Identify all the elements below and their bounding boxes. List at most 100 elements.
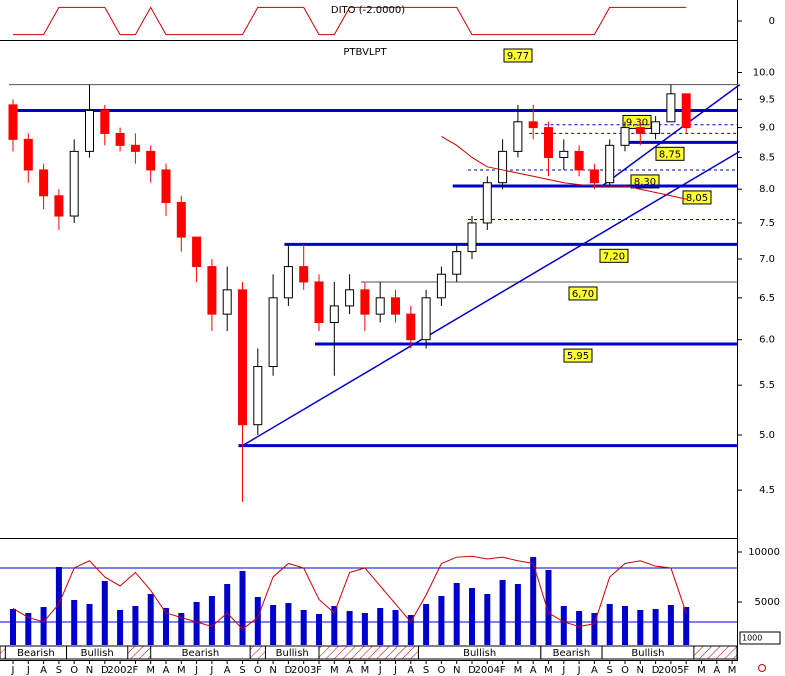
sentiment-label: Bullish bbox=[81, 648, 114, 659]
candle-body bbox=[146, 150, 156, 171]
y-tick-label: 6.0 bbox=[759, 335, 775, 346]
volume-bar bbox=[407, 615, 414, 645]
x-tick-label: M bbox=[544, 665, 553, 676]
x-tick-label: A bbox=[530, 665, 537, 676]
volume-bar bbox=[117, 610, 124, 645]
sentiment-label: Bearish bbox=[553, 648, 591, 659]
x-tick-label: A bbox=[591, 665, 598, 676]
x-tick-label: N bbox=[637, 665, 644, 676]
candle-body bbox=[544, 127, 553, 158]
trendline bbox=[242, 150, 741, 447]
candle-body bbox=[176, 201, 186, 238]
x-tick-label: F bbox=[500, 665, 506, 676]
volume-bar bbox=[392, 610, 399, 645]
volume-bar bbox=[423, 604, 430, 645]
volume-bar bbox=[346, 611, 353, 645]
sentiment-segment bbox=[601, 645, 695, 660]
x-tick-label: O bbox=[70, 665, 78, 676]
volume-scale-note: 1000 bbox=[742, 634, 762, 643]
candle-body bbox=[23, 138, 33, 171]
candle-body bbox=[452, 251, 462, 275]
y-tick-label: 7.5 bbox=[759, 218, 775, 229]
close-icon[interactable] bbox=[758, 664, 766, 672]
x-tick-label: S bbox=[423, 665, 429, 676]
indicator-line bbox=[13, 6, 687, 36]
candle-body bbox=[115, 132, 125, 146]
candle-body bbox=[345, 289, 355, 307]
x-tick-label: J bbox=[209, 665, 213, 676]
level-label: 7,20 bbox=[603, 251, 625, 262]
candle-body bbox=[192, 236, 202, 268]
level-label: 8,05 bbox=[686, 193, 708, 204]
x-tick-label: O bbox=[437, 665, 445, 676]
candle-body bbox=[238, 289, 247, 426]
volume-bar bbox=[576, 611, 583, 645]
x-tick-label: S bbox=[607, 665, 613, 676]
y-tick-label: 9.5 bbox=[759, 94, 775, 105]
volume-bar bbox=[239, 571, 246, 645]
sentiment-label: Bullish bbox=[463, 648, 496, 659]
volume-bar bbox=[637, 610, 644, 645]
x-tick-label: J bbox=[561, 665, 565, 676]
y-tick-label: 4.5 bbox=[759, 485, 775, 496]
candle-body bbox=[406, 313, 416, 341]
volume-bar bbox=[300, 610, 307, 645]
level-label-box bbox=[563, 348, 593, 363]
x-tick-label: D bbox=[468, 665, 476, 676]
x-tick-label: A bbox=[163, 665, 170, 676]
candle-body bbox=[666, 93, 676, 123]
volume-bar bbox=[285, 603, 292, 645]
volume-bar bbox=[270, 605, 277, 645]
x-tick-label: A bbox=[346, 665, 353, 676]
candle-body bbox=[360, 289, 370, 315]
x-tick-label: O bbox=[621, 665, 629, 676]
level-label-box bbox=[682, 190, 712, 205]
x-tick-label: J bbox=[26, 665, 30, 676]
volume-bar bbox=[652, 609, 659, 645]
volume-bar bbox=[10, 609, 16, 645]
candle-body bbox=[605, 144, 615, 184]
candle-body bbox=[574, 150, 584, 171]
volume-bar bbox=[254, 597, 261, 645]
candle-body bbox=[482, 182, 492, 224]
candle-body bbox=[222, 289, 232, 315]
x-tick-label: N bbox=[86, 665, 93, 676]
volume-bar bbox=[438, 596, 445, 645]
volume-bar bbox=[25, 613, 32, 645]
candle-body bbox=[498, 150, 508, 184]
candle-body bbox=[436, 273, 446, 299]
volume-bar bbox=[331, 606, 338, 645]
chart-title: PTBVLPT bbox=[343, 47, 387, 58]
x-tick-label: O bbox=[254, 665, 262, 676]
level-label: 8,30 bbox=[634, 177, 656, 188]
y-tick-label: 5000 bbox=[755, 597, 780, 608]
x-tick-label: F bbox=[683, 665, 689, 676]
x-tick-label: 2002 bbox=[107, 665, 132, 676]
y-tick-label: 5.5 bbox=[759, 380, 775, 391]
level-label-box bbox=[503, 48, 533, 63]
sentiment-segment bbox=[150, 645, 251, 660]
level-label: 9,77 bbox=[507, 51, 529, 62]
background bbox=[0, 0, 738, 676]
x-tick-label: S bbox=[239, 665, 245, 676]
candle-body bbox=[268, 297, 278, 368]
candle-body bbox=[130, 144, 140, 152]
x-tick-label: 2003 bbox=[291, 665, 316, 676]
candle-body bbox=[39, 169, 49, 197]
candle-body bbox=[161, 169, 171, 203]
candle-body bbox=[421, 297, 431, 341]
y-tick-label: 8.0 bbox=[759, 184, 775, 195]
candle-body bbox=[681, 93, 691, 129]
y-tick-label: 7.0 bbox=[759, 254, 775, 265]
x-tick-label: D bbox=[285, 665, 293, 676]
candle-body bbox=[651, 121, 661, 134]
x-tick-label: A bbox=[224, 665, 231, 676]
volume-bar bbox=[560, 606, 567, 645]
level-label: 6,70 bbox=[572, 289, 594, 300]
volume-bar bbox=[224, 584, 231, 645]
sentiment-label: Bearish bbox=[182, 648, 220, 659]
y-tick-label: 10000 bbox=[748, 547, 780, 558]
volume-bar bbox=[514, 584, 521, 645]
candle-body bbox=[69, 150, 79, 217]
